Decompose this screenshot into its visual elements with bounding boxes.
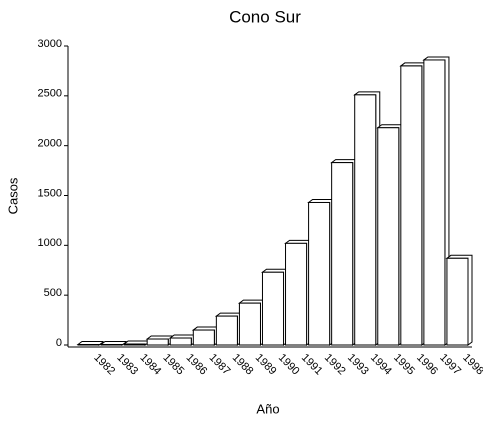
bar — [169, 337, 192, 346]
y-tick-label: 1500 — [38, 187, 62, 199]
x-tick-label: 1991 — [299, 352, 325, 378]
x-tick-label: 1995 — [391, 352, 417, 378]
x-tick-label: 1997 — [437, 352, 463, 378]
y-tick-label: 1000 — [38, 237, 62, 249]
y-tick-label: 2000 — [38, 138, 62, 150]
x-tick-label: 1994 — [368, 352, 394, 378]
bar — [354, 94, 377, 346]
x-tick-label: 1989 — [253, 352, 279, 378]
x-tick-label: 1988 — [230, 352, 256, 378]
bar — [123, 343, 146, 346]
x-tick-label: 1992 — [322, 352, 348, 378]
x-tick-label: 1984 — [137, 352, 163, 378]
bar — [146, 338, 169, 346]
y-tick-label: 2500 — [38, 88, 62, 100]
bar — [308, 201, 331, 346]
y-tick-label: 3000 — [38, 38, 62, 50]
x-axis-title: Año — [256, 401, 279, 416]
bar — [215, 315, 238, 346]
bar — [377, 127, 400, 346]
bar — [400, 65, 423, 346]
bar — [285, 242, 308, 346]
x-tick-label: 1985 — [161, 352, 187, 378]
x-tick-label: 1998 — [460, 352, 483, 378]
bar — [446, 257, 469, 346]
bar — [423, 59, 446, 346]
x-tick-label: 1990 — [276, 352, 302, 378]
chart-title: Cono Sur — [229, 7, 301, 26]
x-tick-label: 1986 — [184, 352, 210, 378]
x-tick-label: 1982 — [91, 352, 117, 378]
x-tick-label: 1993 — [345, 352, 371, 378]
bar — [261, 271, 285, 346]
bar — [192, 329, 215, 346]
y-tick-label: 500 — [44, 287, 62, 299]
bar — [331, 162, 354, 346]
x-tick-label: 1996 — [414, 352, 440, 378]
y-tick-label: 0 — [56, 337, 62, 349]
y-axis-title: Casos — [5, 177, 20, 214]
x-tick-label: 1987 — [207, 352, 233, 378]
x-tick-label: 1983 — [114, 352, 140, 378]
bar — [238, 302, 261, 346]
